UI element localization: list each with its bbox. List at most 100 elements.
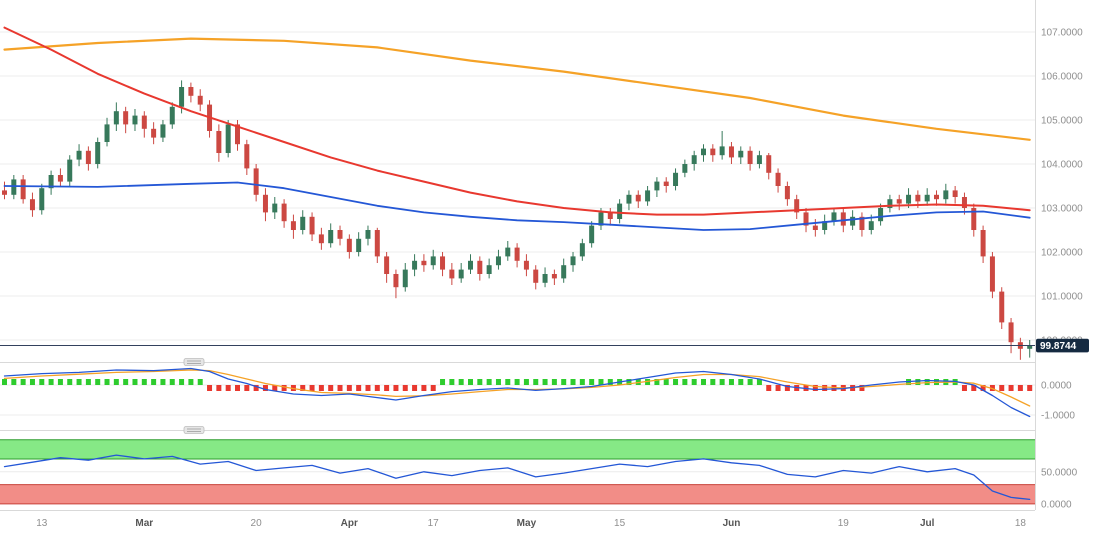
candle-body <box>11 179 17 195</box>
macd-histogram-bar <box>728 379 734 385</box>
macd-histogram-bar <box>822 385 828 391</box>
macd-histogram-bar <box>719 379 725 385</box>
candle-body <box>48 175 54 189</box>
time-axis-label: Jun <box>723 518 741 529</box>
time-axis-label: Mar <box>135 518 153 529</box>
candle-body <box>113 111 119 125</box>
macd-histogram-bar <box>85 379 91 385</box>
candle-body <box>831 212 837 222</box>
candle-body <box>589 225 595 244</box>
candle-body <box>682 164 688 173</box>
macd-histogram-bar <box>20 379 26 385</box>
candle-body <box>561 265 567 279</box>
candle-body <box>430 256 436 266</box>
time-axis-label: 13 <box>36 518 48 529</box>
macd-histogram-bar <box>225 385 231 391</box>
panel-resize-handle[interactable] <box>183 426 205 434</box>
candle-body <box>924 194 930 202</box>
macd-histogram-bar <box>244 385 250 391</box>
candle-body <box>570 256 576 266</box>
candle-body <box>523 260 529 270</box>
candle-body <box>300 216 306 230</box>
candle-body <box>272 203 278 213</box>
candle-body <box>235 124 240 145</box>
macd-histogram-bar <box>533 379 539 385</box>
candle-body <box>169 106 175 125</box>
macd-line <box>3 367 1031 418</box>
candle-body <box>887 199 893 208</box>
candle-body <box>160 124 166 138</box>
macd-axis-label: 0.0000 <box>1041 381 1072 392</box>
price-axis[interactable] <box>1035 0 1098 510</box>
candle-body <box>794 199 800 213</box>
macd-histogram-bar <box>449 379 455 385</box>
price-axis-label: 102.0000 <box>1041 248 1083 259</box>
macd-histogram-bar <box>1008 385 1014 391</box>
macd-histogram-bar <box>682 379 688 385</box>
candle-body <box>505 247 511 257</box>
macd-histogram-bar <box>775 385 781 391</box>
candle-body <box>328 230 334 244</box>
macd-histogram-bar <box>663 379 669 385</box>
macd-histogram-bar <box>766 385 772 391</box>
candle-body <box>244 144 250 169</box>
macd-histogram-bar <box>589 379 595 385</box>
candle-body <box>449 269 455 279</box>
candle-body <box>318 234 324 244</box>
macd-histogram-bar <box>784 385 790 391</box>
candle-body <box>738 150 744 158</box>
macd-histogram-bar <box>961 385 967 391</box>
macd-histogram-bar <box>486 379 492 385</box>
candlestick-series <box>2 80 1033 360</box>
macd-histogram-bar <box>113 379 119 385</box>
last-price-tag-bg <box>1036 338 1089 353</box>
stochastic-panel: 50.0000 0.0000 <box>0 439 1078 510</box>
macd-histogram-bar <box>710 379 716 385</box>
time-axis[interactable] <box>0 510 1098 549</box>
candle-body <box>728 146 734 158</box>
macd-histogram-bar <box>95 379 101 385</box>
candle-body <box>691 155 697 164</box>
macd-histogram-bar <box>607 379 613 385</box>
last-price-tag-text: 99.8744 <box>1040 341 1077 352</box>
macd-histogram-bar <box>402 385 408 391</box>
candle-body <box>719 146 725 156</box>
macd-histogram-bar <box>980 385 986 391</box>
candle-body <box>607 212 613 219</box>
macd-histogram-bar <box>747 379 753 385</box>
panel-resize-handle[interactable] <box>183 358 205 366</box>
macd-histogram-bar <box>300 385 306 391</box>
last-price-tag: 99.8744 <box>1036 338 1089 353</box>
candle-body <box>710 148 716 156</box>
macd-histogram-bar <box>1027 385 1033 391</box>
candle-body <box>104 124 110 142</box>
macd-histogram-bar <box>11 379 17 385</box>
candle-body <box>952 190 958 197</box>
chart-plot-area[interactable] <box>0 0 1035 510</box>
candle-body <box>756 155 762 164</box>
macd-histogram-bar <box>57 379 63 385</box>
candle-body <box>980 230 986 257</box>
price-axis-label: 101.0000 <box>1041 292 1083 303</box>
candle-body <box>868 221 874 230</box>
candle-body <box>579 243 585 257</box>
candle-body <box>290 221 296 230</box>
time-axis-label: Apr <box>341 518 358 529</box>
macd-histogram-bar <box>1017 385 1023 391</box>
macd-histogram-bar <box>29 379 35 385</box>
macd-histogram-bar <box>421 385 427 391</box>
candle-body <box>971 208 977 230</box>
candle-body <box>412 260 418 270</box>
macd-histogram-bar <box>179 379 185 385</box>
macd-histogram-bar <box>570 379 576 385</box>
candle-body <box>76 150 82 160</box>
candle-body <box>878 208 884 222</box>
candle-body <box>840 212 846 226</box>
candle-body <box>57 175 63 182</box>
macd-histogram-bar <box>2 379 7 385</box>
candle-body <box>197 95 203 105</box>
candle-body <box>999 291 1005 323</box>
candle-body <box>943 190 949 200</box>
macd-histogram-bar <box>207 385 213 391</box>
